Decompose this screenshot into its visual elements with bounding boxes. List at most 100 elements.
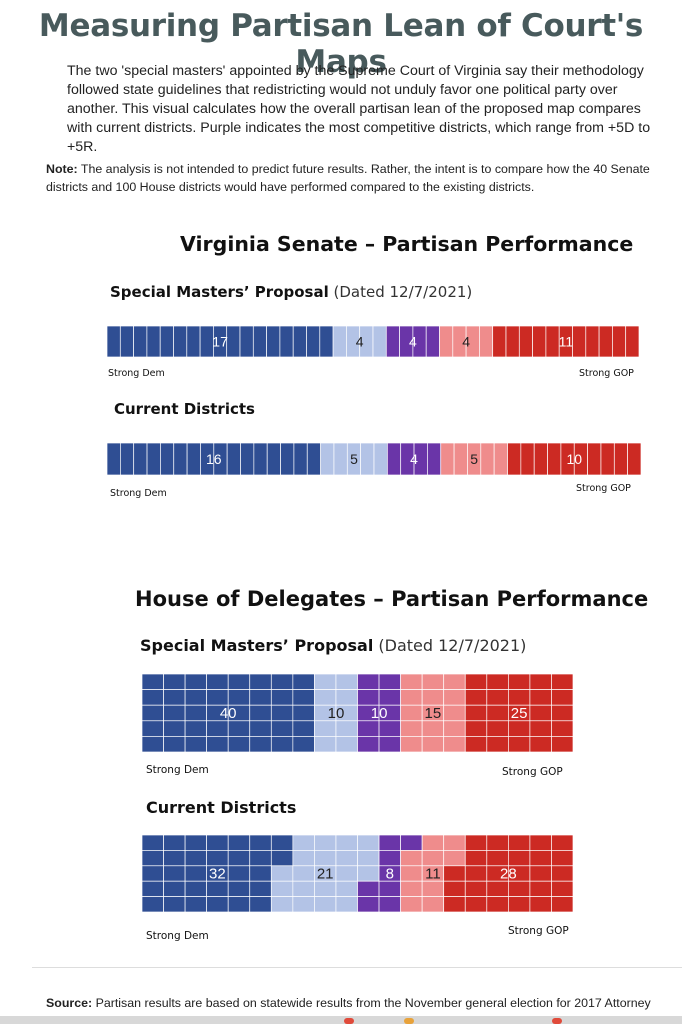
house-current-strong-gop-cell [529,880,552,897]
senate-current-lean-dem-value: 5 [350,451,358,467]
house-current-strong-dem-cell [206,880,229,897]
house-current-strong-dem-cell [249,896,272,913]
senate-proposal-lean-dem-cell [372,325,387,358]
senate-current-label: Current Districts [114,400,255,418]
house-current-lean-dem-cell [292,834,315,851]
senate-current-strong-gop-cell [627,442,642,476]
house-current-strong-dem-cell [163,896,186,913]
house-current-strong-gop-cell [551,880,574,897]
house-current-strong-dem-cell [163,850,186,867]
house-proposal-strong-dem-cell [163,736,186,753]
house-current-strong-gop-cell [486,834,509,851]
senate-current-lean-gop-cell [480,442,495,476]
house-current-strong-gop-cell [551,850,574,867]
house-proposal-strong-dem-cell [249,704,272,722]
senate-current-strong-dem-cell [133,442,148,476]
house-proposal-lean-dem-cell [314,736,337,753]
house-proposal-strong-dem-cell [141,720,164,737]
house-current-strong-gop-cell [464,834,488,851]
house-current-lean-gop-cell [400,865,423,882]
house-current-strong-gop-cell [464,865,488,882]
house-current-left-label: Strong Dem [146,930,209,942]
house-proposal-right-label: Strong GOP [502,766,563,778]
house-current-strong-dem-cell [184,834,208,851]
taskbar-app-icon[interactable] [404,1018,414,1024]
house-current-lean-dem-cell [292,896,315,913]
senate-current-competitive-cell [427,442,442,476]
source-note: Source: Partisan results are based on st… [46,996,651,1010]
senate-current-lean-gop-cell [453,442,468,476]
house-current-strong-gop-cell [508,834,531,851]
senate-proposal-right-label: Strong GOP [579,368,634,379]
senate-proposal-strong-dem-cell [252,325,267,358]
house-proposal-strong-dem-cell [249,720,272,737]
house-proposal-competitive-cell [357,689,380,706]
house-current-strong-dem-cell [141,850,164,867]
senate-proposal-heading: Special Masters’ Proposal (Dated 12/7/20… [110,283,472,301]
house-current-lean-dem-cell [357,865,380,882]
senate-title: Virginia Senate – Partisan Performance [180,232,634,256]
house-current-strong-dem-cell [184,865,208,882]
house-current-lean-dem-cell [335,834,358,851]
house-proposal-strong-gop-cell [551,736,574,753]
house-current-strong-dem-value: 32 [209,866,226,883]
house-proposal-strong-dem-cell [184,689,208,706]
house-proposal-strong-dem-cell [227,673,251,690]
senate-current-strong-dem-cell [253,442,268,476]
house-proposal-strong-dem-cell [206,689,229,706]
senate-current-competitive-cell [387,442,402,476]
house-proposal-lean-gop-cell [400,720,423,737]
senate-proposal-competitive-cell [425,325,440,358]
house-proposal-strong-gop-cell [551,673,574,690]
house-current-strong-dem-cell [270,850,294,867]
house-proposal-strong-dem-cell [141,736,164,753]
senate-current-strong-dem-cell [119,442,135,476]
house-proposal-strong-dem-cell [163,673,186,690]
house-proposal-strong-dem-cell [163,704,186,722]
house-proposal-strong-gop-cell [529,673,552,690]
source-label: Source: [46,996,93,1010]
house-proposal-lean-gop-cell [443,689,466,706]
note-label: Note: [46,162,78,176]
senate-proposal-lean-dem-cell [332,325,347,358]
house-current-lean-dem-cell [270,880,294,897]
house-current-strong-dem-cell [206,834,229,851]
house-current-strong-dem-cell [249,880,272,897]
house-proposal-strong-dem-cell [227,689,251,706]
house-current-strong-dem-cell [227,896,251,913]
senate-proposal-lean-gop-value: 4 [462,334,470,350]
house-proposal-strong-dem-cell [270,720,294,737]
house-current-strong-dem-cell [270,834,294,851]
senate-current-bar: 16 5 4 5 10 [106,442,642,476]
house-current-competitive-cell [357,880,380,897]
senate-proposal-strong-dem-cell [133,325,148,358]
house-proposal-strong-dem-value: 40 [220,705,237,722]
house-current-lean-gop-cell [421,880,445,897]
house-proposal-bar: 40 10 10 15 25 [141,673,574,753]
house-proposal-strong-dem-cell [270,704,294,722]
taskbar-app-icon[interactable] [344,1018,354,1024]
house-proposal-strong-dem-cell [184,704,208,722]
house-current-strong-dem-cell [141,834,164,851]
house-proposal-strong-gop-cell [486,689,509,706]
senate-proposal-label: Special Masters’ Proposal [110,283,329,301]
house-proposal-strong-dem-cell [270,673,294,690]
senate-current-lean-gop-cell [493,442,508,476]
house-proposal-strong-gop-cell [486,704,509,722]
senate-proposal-competitive-value: 4 [409,334,417,350]
house-current-strong-dem-cell [141,896,164,913]
house-current-strong-dem-cell [184,880,208,897]
senate-current-strong-dem-cell [280,442,295,476]
house-current-strong-gop-cell [486,850,509,867]
senate-current-right-label: Strong GOP [576,483,631,494]
senate-current-strong-dem-cell [226,442,241,476]
house-current-strong-dem-cell [184,850,208,867]
house-current-lean-dem-cell [270,865,294,882]
taskbar-app-icon[interactable] [552,1018,562,1024]
house-proposal-lean-gop-cell [421,736,445,753]
house-proposal-heading: Special Masters’ Proposal (Dated 12/7/20… [140,636,526,655]
house-proposal-strong-dem-cell [184,673,208,690]
house-current-lean-gop-value: 11 [425,866,441,883]
house-proposal-strong-dem-cell [227,720,251,737]
